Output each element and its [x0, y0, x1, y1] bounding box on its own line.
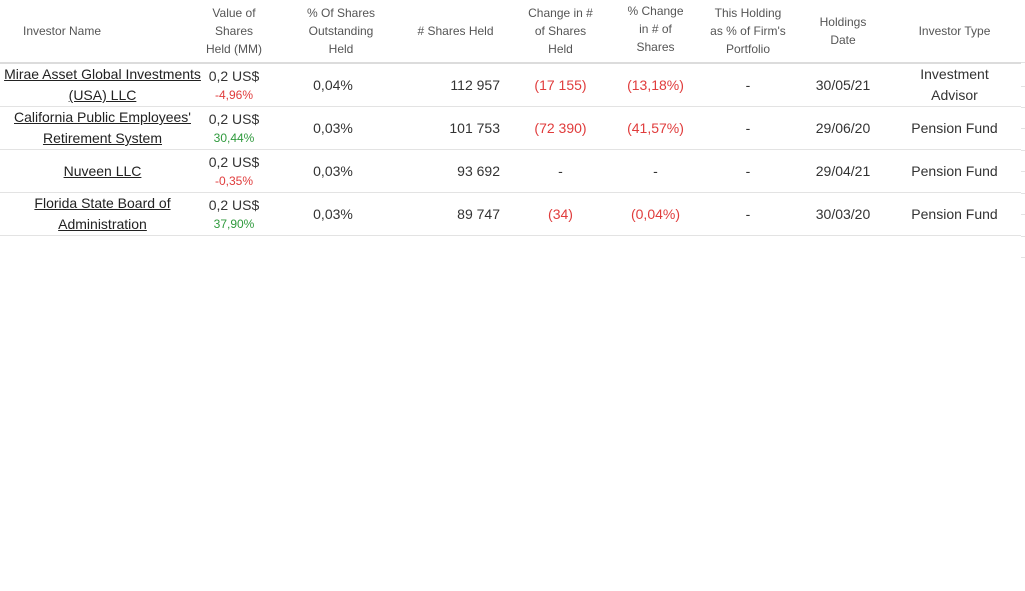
table-edge-divider	[1021, 107, 1025, 108]
pct-change-shares-cell: (13,18%)	[613, 63, 698, 107]
pct-outstanding-cell: 0,03%	[263, 106, 403, 150]
value-change: 30,44%	[213, 130, 255, 145]
portfolio-pct-cell: -	[698, 149, 798, 193]
table-edge-divider	[1021, 86, 1025, 87]
pct-outstanding-cell: 0,03%	[263, 149, 403, 193]
table-edge-divider	[1021, 171, 1025, 172]
portfolio-pct-cell: -	[698, 63, 798, 107]
value-held-cell: 0,2 US$ -4,96%	[205, 63, 263, 107]
table-header: Investor Name Value of Shares Held (MM) …	[0, 0, 1021, 64]
table-row: Nuveen LLC 0,2 US$ -0,35% 0,03% 93 692 - …	[0, 149, 1021, 193]
value-held-cell: 0,2 US$ -0,35%	[205, 149, 263, 193]
value-held-cell: 0,2 US$ 30,44%	[205, 106, 263, 150]
change-shares-cell: (34)	[508, 192, 613, 236]
table-edge-divider	[1021, 257, 1025, 258]
table-edge-divider	[1021, 150, 1025, 151]
pct-change-shares-cell: (41,57%)	[613, 106, 698, 150]
table-edge-divider	[1021, 128, 1025, 129]
investor-type: Pension Fund	[911, 205, 998, 222]
value-held-cell: 0,2 US$ 37,90%	[205, 192, 263, 236]
investor-link[interactable]: Florida State Board of Administration	[34, 195, 171, 232]
header-value-held[interactable]: Value of Shares Held (MM)	[205, 0, 263, 64]
shares-held-cell: 93 692	[403, 149, 508, 193]
value-held: 0,2 US$	[208, 110, 260, 127]
header-change-shares[interactable]: Change in # of Shares Held	[508, 0, 613, 64]
table-edge-divider	[1021, 193, 1025, 194]
table-row: California Public Employees' Retirement …	[0, 106, 1021, 150]
shares-held-cell: 89 747	[403, 192, 508, 236]
pct-outstanding-cell: 0,04%	[263, 63, 403, 107]
table-edge-divider	[1021, 62, 1025, 63]
holdings-date-cell: 30/05/21	[798, 63, 888, 107]
investor-name-cell: Mirae Asset Global Investments (USA) LLC	[0, 63, 205, 107]
header-row: Investor Name Value of Shares Held (MM) …	[0, 0, 1021, 64]
pct-change-shares-cell: (0,04%)	[613, 192, 698, 236]
investor-name-cell: Florida State Board of Administration	[0, 192, 205, 236]
investor-link[interactable]: Nuveen LLC	[63, 162, 142, 179]
header-pct-outstanding[interactable]: % Of Shares Outstanding Held	[263, 0, 403, 64]
header-pct-change-shares[interactable]: % Change in # of Shares Held	[613, 0, 698, 64]
investor-link[interactable]: California Public Employees' Retirement …	[14, 109, 191, 146]
pct-outstanding-cell: 0,03%	[263, 192, 403, 236]
institutional-holders-table: Investor Name Value of Shares Held (MM) …	[0, 0, 1021, 236]
holdings-date-cell: 30/03/20	[798, 192, 888, 236]
header-holdings-date[interactable]: Holdings Date	[798, 0, 888, 64]
change-shares-cell: -	[508, 149, 613, 193]
investor-type-cell: Pension Fund	[888, 106, 1021, 150]
header-portfolio-pct[interactable]: This Holding as % of Firm's Portfolio	[698, 0, 798, 64]
holdings-date-cell: 29/04/21	[798, 149, 888, 193]
table-edge-divider	[1021, 236, 1025, 237]
investor-type-cell: Investment Advisor	[888, 63, 1021, 107]
investor-type-cell: Pension Fund	[888, 149, 1021, 193]
value-held: 0,2 US$	[208, 196, 260, 213]
holdings-date-cell: 29/06/20	[798, 106, 888, 150]
shares-held-cell: 101 753	[403, 106, 508, 150]
investor-name-cell: Nuveen LLC	[0, 149, 205, 193]
table-row: Florida State Board of Administration 0,…	[0, 192, 1021, 236]
shares-held-cell: 112 957	[403, 63, 508, 107]
investor-type: Pension Fund	[911, 162, 998, 179]
header-investor-name[interactable]: Investor Name	[0, 0, 205, 64]
value-held: 0,2 US$	[208, 67, 260, 84]
change-shares-cell: (17 155)	[508, 63, 613, 107]
investor-type: Pension Fund	[911, 119, 998, 136]
value-change: -4,96%	[214, 87, 254, 102]
pct-change-shares-cell: -	[613, 149, 698, 193]
value-change: -0,35%	[214, 173, 254, 188]
portfolio-pct-cell: -	[698, 192, 798, 236]
header-shares-held[interactable]: # Shares Held	[403, 0, 508, 64]
value-held: 0,2 US$	[208, 153, 260, 170]
value-change: 37,90%	[213, 216, 255, 231]
table-body: Mirae Asset Global Investments (USA) LLC…	[0, 63, 1021, 236]
portfolio-pct-cell: -	[698, 106, 798, 150]
investor-link[interactable]: Mirae Asset Global Investments (USA) LLC	[4, 66, 201, 103]
investor-name-cell: California Public Employees' Retirement …	[0, 106, 205, 150]
table-row: Mirae Asset Global Investments (USA) LLC…	[0, 63, 1021, 107]
investor-type: Investment Advisor	[920, 66, 989, 103]
header-investor-type[interactable]: Investor Type	[888, 0, 1021, 64]
table-edge-divider	[1021, 214, 1025, 215]
investor-type-cell: Pension Fund	[888, 192, 1021, 236]
change-shares-cell: (72 390)	[508, 106, 613, 150]
